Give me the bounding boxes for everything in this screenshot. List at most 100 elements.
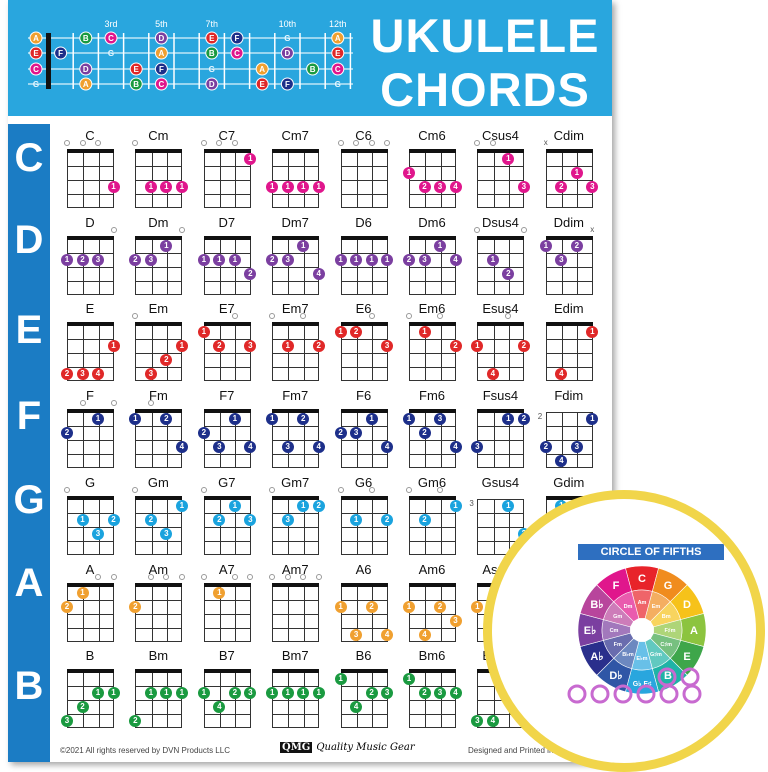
finger-dot: 1: [92, 413, 104, 426]
note-marker: [29, 31, 43, 45]
fret-line: [68, 686, 113, 688]
finger-dot: 1: [228, 413, 241, 426]
open-string-marker: [269, 486, 276, 493]
finger-dot: 3: [244, 340, 257, 353]
note-label: A: [159, 49, 165, 58]
minor-key-segment: [650, 601, 682, 628]
fret-line: [204, 266, 250, 268]
chord-diagram-B: [67, 669, 114, 729]
note-marker: [230, 46, 244, 60]
open-string-marker: [132, 140, 139, 146]
finger-dot: 3: [434, 181, 446, 193]
mini-wheel-graphic: [613, 684, 633, 704]
open-string-marker: [132, 313, 139, 320]
finger-dot: 2: [107, 513, 120, 526]
fret-line: [68, 166, 113, 167]
open-string-marker: [300, 313, 307, 320]
finger-dot: 3: [160, 527, 173, 540]
chord-diagram-Dm7: [272, 235, 320, 295]
chord-name: Dm: [148, 214, 169, 230]
minor-key-segment: [653, 619, 683, 641]
open-string-marker: [64, 140, 70, 146]
chord-diagram-Gm7: [272, 495, 320, 555]
major-key-label: B: [664, 670, 672, 682]
finger-dot: 1: [76, 586, 89, 599]
major-key-label: E: [683, 651, 690, 663]
chord-name: Esus4: [482, 301, 519, 317]
chord-name: Am6: [418, 561, 446, 577]
chord-name: A: [85, 561, 95, 577]
major-key-label: F: [613, 580, 620, 592]
finger-dot: 2: [61, 368, 73, 381]
fret-line: [204, 454, 250, 456]
nut: [477, 322, 525, 327]
chord-name: Bm: [148, 648, 169, 664]
fret-line: [341, 714, 387, 716]
finger-dot: 1: [61, 253, 73, 266]
fret-marker-label: 3rd: [104, 19, 117, 29]
nut: [340, 322, 388, 327]
finger-dot: 2: [228, 687, 241, 700]
finger-dot: 1: [334, 326, 347, 339]
fret-line: [341, 599, 387, 601]
row-letter-A: A: [14, 561, 44, 605]
note-marker: [331, 62, 345, 76]
fret-line: [478, 454, 524, 456]
note-label: D: [285, 49, 291, 58]
finger-dot: 3: [570, 441, 583, 454]
minor-key-label: Fm: [614, 642, 622, 648]
fret-line: [341, 440, 387, 442]
finger-dot: 1: [76, 513, 89, 526]
finger-dot: 1: [197, 326, 210, 339]
fret-line: [341, 627, 387, 629]
open-string-marker: [368, 313, 375, 320]
open-string-marker: [110, 226, 117, 233]
finger-dot: 1: [175, 499, 188, 512]
fret-line: [136, 526, 182, 528]
fret-line: [204, 526, 250, 528]
nut: [409, 235, 456, 240]
fret-line: [136, 367, 182, 369]
finger-dot: 2: [517, 340, 530, 353]
chord-name: Em7: [281, 301, 309, 317]
finger-dot: 1: [107, 181, 120, 193]
note-marker: [154, 62, 168, 76]
chord-diagram-E7: [203, 322, 251, 382]
chord-diagram-Cm: [135, 149, 183, 208]
nut: [203, 669, 251, 674]
finger-dot: 1: [586, 413, 599, 426]
fret-line: [478, 512, 524, 514]
open-string-marker: [200, 486, 207, 493]
nut: [203, 322, 251, 327]
fret-line: [204, 180, 250, 181]
start-fret-label: 2: [537, 412, 543, 422]
chord-diagram-A6: [340, 582, 388, 642]
fret-line: [136, 700, 182, 702]
finger-dot: 4: [350, 701, 363, 714]
qmg-logo: QMG: [280, 742, 313, 753]
finger-dot: 1: [281, 340, 294, 353]
fret-line: [410, 686, 455, 688]
chord-name: Cdim: [553, 128, 584, 143]
note-label: G: [108, 49, 114, 58]
finger-dot: 1: [365, 413, 378, 426]
fret-line: [341, 194, 387, 195]
chord-name: C6: [355, 128, 372, 143]
brand-logo: QMG Quality Music Gear: [280, 742, 415, 753]
fret-line: [204, 194, 250, 195]
fret-line: [410, 512, 455, 514]
fret-line: [136, 686, 182, 688]
finger-dot: 1: [160, 239, 173, 252]
finger-dot: 4: [213, 701, 226, 714]
fret-line: [546, 266, 592, 268]
fret-line: [341, 540, 387, 542]
note-label: F: [58, 49, 63, 58]
open-string-marker: [200, 140, 207, 146]
fret-line: [341, 166, 387, 167]
finger-dot: 1: [312, 181, 325, 193]
open-string-marker: [353, 140, 360, 146]
minor-key-segment: [644, 590, 671, 622]
fret-line: [410, 367, 455, 369]
major-key-label: G♭ F♯: [633, 680, 652, 688]
fret-line: [410, 194, 455, 195]
